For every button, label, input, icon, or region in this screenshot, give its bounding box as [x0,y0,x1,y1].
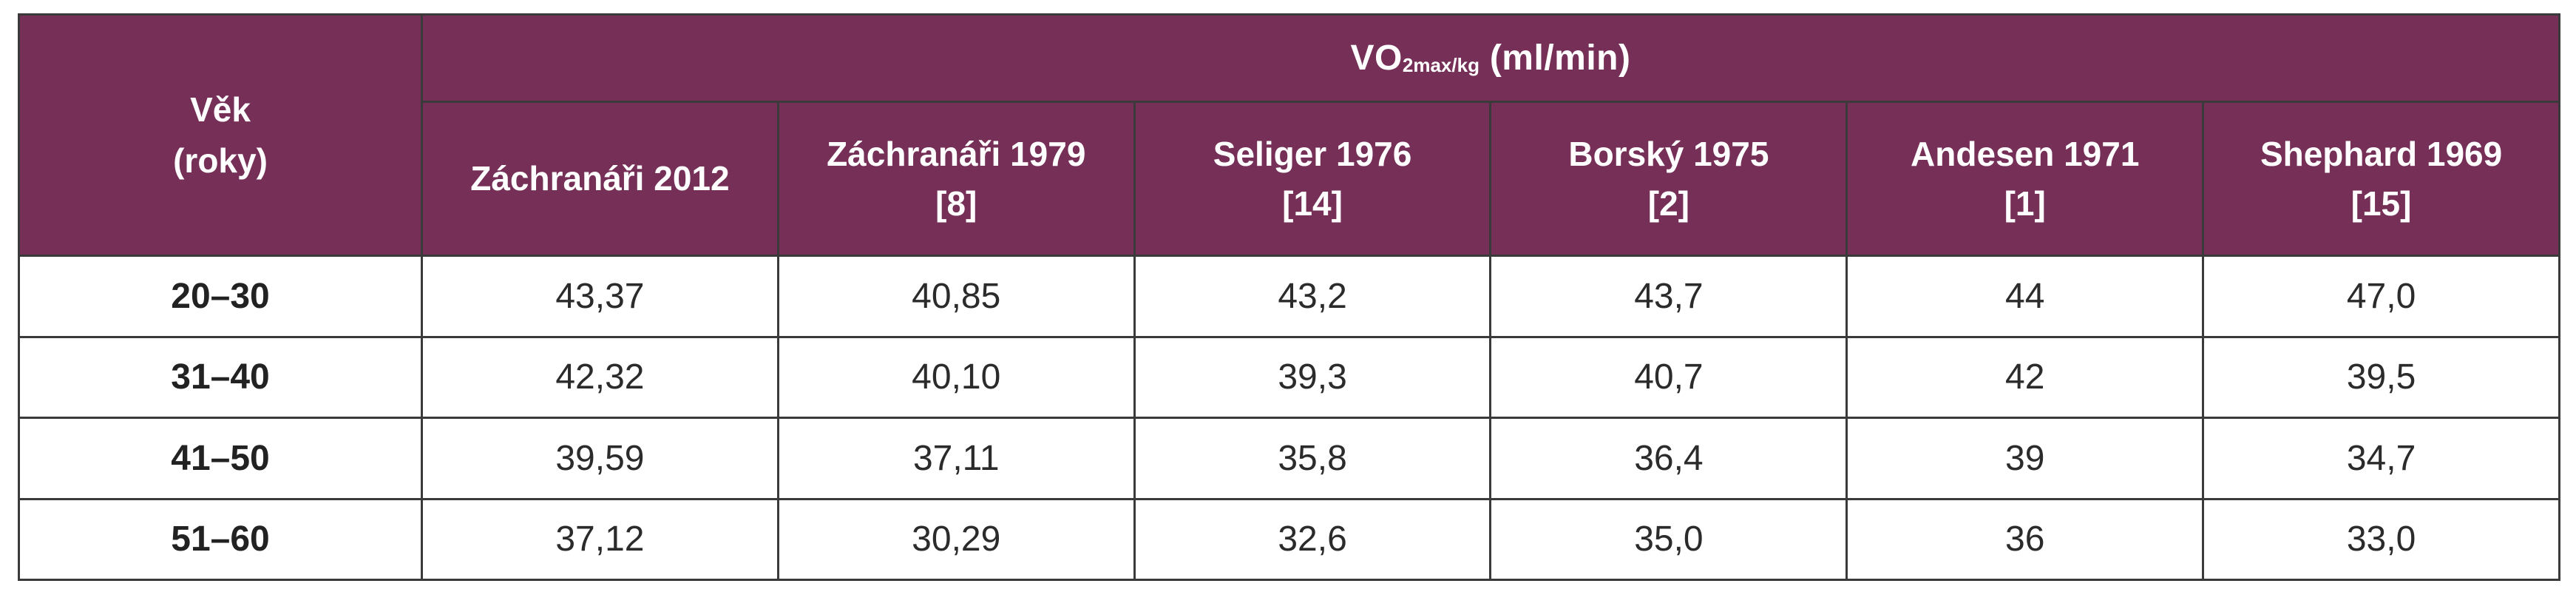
age-cell: 20–30 [18,255,423,338]
column-header-title: Záchranáři 2012 [470,159,730,198]
value-cell: 37,12 [421,497,779,581]
age-cell: 31–40 [18,335,423,419]
value-cell: 35,8 [1133,417,1492,500]
value-cell: 39,5 [2202,335,2560,419]
value-cell: 44 [1845,255,2205,338]
value-cell: 36,4 [1489,417,1848,500]
header-row-group: Věk (roky) VO2max/kg (ml/min) [18,13,2560,257]
value-cell: 47,0 [2202,255,2560,338]
value-cell: 42,32 [421,335,779,419]
value-cell: 43,37 [421,255,779,338]
value-cell: 42 [1845,335,2205,419]
column-header-title: Borský 1975 [1568,134,1769,173]
value-cell: 36 [1845,497,2205,581]
age-cell: 51–60 [18,497,423,581]
column-header-source: Seliger 1976 [14] [1133,101,1492,257]
value-cell: 33,0 [2202,497,2560,581]
table-row: 41–50 39,59 37,11 35,8 36,4 39 34,7 [18,417,2560,500]
value-cell: 34,7 [2202,417,2560,500]
column-header-reference: [1] [2004,184,2046,223]
vo2max-subscript: 2max/kg [1402,53,1479,76]
vo2max-unit: (ml/min) [1489,38,1631,78]
vo2max-group-header: VO2max/kg (ml/min) [421,13,2560,103]
value-cell: 43,7 [1489,255,1848,338]
value-cell: 39,3 [1133,335,1492,419]
column-header-reference: [2] [1647,184,1690,223]
column-header-reference: [14] [1282,184,1343,223]
vo2max-table: Věk (roky) VO2max/kg (ml/min) Záchranáři… [18,13,2560,581]
age-column-header: Věk (roky) [18,13,423,257]
table-body: 20–30 43,37 40,85 43,2 43,7 44 47,0 31–4… [18,255,2560,581]
column-header-source: Andesen 1971 [1] [1845,101,2205,257]
table-row: 31–40 42,32 40,10 39,3 40,7 42 39,5 [18,335,2560,419]
column-header-source: Shephard 1969 [15] [2202,101,2560,257]
table-row: 51–60 37,12 30,29 32,6 35,0 36 33,0 [18,497,2560,581]
value-cell: 40,85 [776,255,1136,338]
data-table-container: Věk (roky) VO2max/kg (ml/min) Záchranáři… [18,13,2560,581]
age-header-title: Věk [190,90,251,129]
value-cell: 40,10 [776,335,1136,419]
column-header-title: Andesen 1971 [1911,134,2140,173]
column-header-reference: [8] [935,184,977,223]
value-cell: 37,11 [776,417,1136,500]
column-header-title: Shephard 1969 [2260,134,2503,173]
value-cell: 32,6 [1133,497,1492,581]
column-header-title: Záchranáři 1979 [827,134,1086,173]
column-header-title: Seliger 1976 [1213,134,1412,173]
value-cell: 39,59 [421,417,779,500]
value-cell: 35,0 [1489,497,1848,581]
header-row-sources: Záchranáři 2012 Záchranáři 1979 [8] Seli… [19,101,2560,257]
value-cell: 30,29 [776,497,1136,581]
age-header-unit: (roky) [173,141,268,180]
value-cell: 43,2 [1133,255,1492,338]
age-cell: 41–50 [18,417,423,500]
table-row: 20–30 43,37 40,85 43,2 43,7 44 47,0 [18,255,2560,338]
value-cell: 39 [1845,417,2205,500]
table-header: Věk (roky) VO2max/kg (ml/min) Záchranáři… [18,13,2560,257]
column-header-source: Záchranáři 1979 [8] [776,101,1136,257]
column-header-source: Záchranáři 2012 [421,101,779,257]
vo2max-prefix: VO [1350,38,1403,78]
column-header-reference: [15] [2350,184,2412,223]
value-cell: 40,7 [1489,335,1848,419]
column-header-source: Borský 1975 [2] [1489,101,1848,257]
